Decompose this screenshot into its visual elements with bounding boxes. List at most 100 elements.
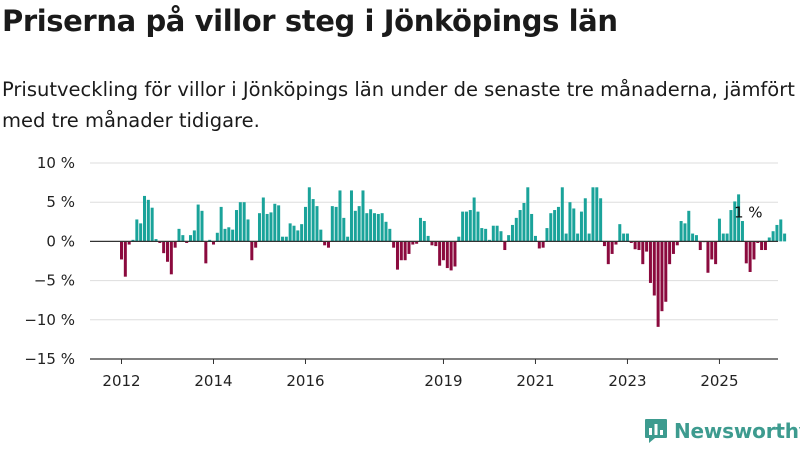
bar	[284, 236, 288, 242]
bar	[499, 231, 503, 242]
bar	[740, 221, 744, 242]
bar	[622, 233, 626, 242]
bar	[568, 202, 572, 242]
bar	[166, 241, 169, 262]
bar	[315, 206, 319, 242]
bar	[671, 241, 675, 254]
bar	[495, 225, 499, 242]
bar	[491, 225, 495, 242]
bar	[380, 213, 384, 242]
bar	[487, 239, 491, 242]
bar	[441, 241, 445, 261]
bar	[599, 198, 603, 242]
bar	[173, 241, 177, 248]
bar	[192, 230, 196, 242]
axis-layer	[90, 240, 778, 364]
newsworthy-logo: Newsworthy	[644, 418, 800, 444]
bar	[300, 224, 304, 242]
bar	[407, 241, 411, 254]
bar	[576, 233, 580, 242]
bar	[564, 233, 568, 242]
x-tick-label: 2014	[194, 372, 232, 390]
bar	[602, 241, 606, 247]
y-tick-label: −15 %	[24, 350, 75, 368]
bar	[468, 210, 472, 242]
bar	[418, 217, 422, 242]
bars-layer	[120, 187, 787, 327]
bar	[158, 241, 162, 243]
bar	[365, 213, 369, 242]
bar	[656, 241, 660, 327]
bar	[522, 202, 526, 242]
bar	[143, 195, 146, 242]
bar	[204, 241, 208, 264]
bar	[353, 210, 357, 242]
bar	[510, 224, 514, 242]
bar	[311, 199, 315, 242]
bar	[434, 241, 438, 247]
newsworthy-logo-icon	[645, 419, 667, 443]
bar	[338, 190, 342, 242]
bar	[587, 233, 591, 242]
bar	[553, 210, 557, 242]
bar	[572, 208, 576, 242]
bar	[231, 229, 235, 242]
bar	[392, 241, 396, 248]
bar	[733, 201, 737, 242]
bar	[323, 241, 327, 246]
bar	[277, 205, 281, 242]
bar	[269, 212, 273, 242]
bar	[691, 233, 695, 242]
bar	[185, 241, 189, 243]
bar	[629, 241, 633, 243]
bar	[484, 228, 488, 242]
bar	[292, 225, 296, 242]
bar	[476, 211, 480, 242]
bar	[633, 241, 637, 250]
bar	[307, 187, 311, 242]
bar	[545, 228, 549, 242]
bar	[625, 233, 629, 242]
bar	[376, 213, 380, 242]
x-tick-label: 2016	[286, 372, 324, 390]
bar	[388, 228, 392, 242]
bar	[196, 204, 200, 242]
bar	[123, 241, 127, 277]
bar	[767, 237, 771, 242]
bar	[595, 187, 599, 242]
bar	[399, 241, 403, 261]
bar	[261, 197, 265, 242]
bar	[583, 198, 587, 242]
bar	[533, 235, 537, 242]
bar	[246, 219, 250, 242]
bar	[395, 241, 399, 270]
bar	[748, 241, 752, 272]
bar	[675, 241, 679, 246]
bar	[346, 236, 350, 242]
bar	[637, 241, 641, 251]
bar	[526, 187, 530, 242]
bar	[698, 241, 702, 251]
bar	[457, 236, 461, 242]
bar	[779, 219, 783, 242]
bar	[610, 241, 614, 254]
bar	[154, 239, 158, 242]
bar	[530, 213, 534, 242]
bar	[303, 206, 307, 242]
bar	[411, 241, 415, 245]
bar	[131, 239, 135, 242]
bar	[606, 241, 610, 265]
bar	[775, 224, 779, 242]
bar	[541, 241, 545, 248]
bar	[162, 241, 166, 254]
bar	[591, 187, 595, 242]
bar	[250, 241, 254, 261]
bar	[257, 213, 261, 242]
bar	[403, 241, 407, 261]
bar	[334, 206, 338, 242]
bar	[648, 241, 652, 283]
bar	[422, 221, 426, 242]
bar	[188, 235, 192, 242]
bar	[687, 210, 691, 242]
bar	[744, 241, 748, 264]
